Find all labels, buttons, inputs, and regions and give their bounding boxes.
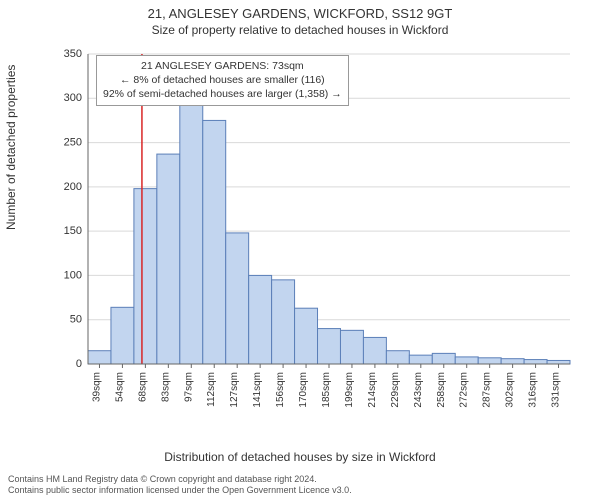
svg-text:350: 350 — [64, 48, 82, 60]
svg-text:258sqm: 258sqm — [436, 372, 447, 408]
svg-text:68sqm: 68sqm — [137, 372, 148, 402]
page-title: 21, ANGLESEY GARDENS, WICKFORD, SS12 9GT — [0, 0, 600, 21]
svg-text:229sqm: 229sqm — [390, 372, 401, 408]
attribution-line-1: Contains HM Land Registry data © Crown c… — [8, 474, 352, 485]
svg-text:185sqm: 185sqm — [321, 372, 332, 408]
callout-line-2: ← 8% of detached houses are smaller (116… — [103, 73, 342, 87]
y-axis-label: Number of detached properties — [4, 65, 18, 230]
svg-text:150: 150 — [64, 225, 82, 237]
callout-line-3: 92% of semi-detached houses are larger (… — [103, 87, 342, 101]
svg-text:272sqm: 272sqm — [459, 372, 470, 408]
svg-text:250: 250 — [64, 136, 82, 148]
svg-text:0: 0 — [76, 358, 82, 370]
svg-text:50: 50 — [70, 314, 82, 326]
svg-text:170sqm: 170sqm — [298, 372, 309, 408]
svg-text:243sqm: 243sqm — [413, 372, 424, 408]
attribution: Contains HM Land Registry data © Crown c… — [8, 474, 352, 496]
page-subtitle: Size of property relative to detached ho… — [0, 21, 600, 37]
svg-text:83sqm: 83sqm — [160, 372, 171, 402]
svg-text:316sqm: 316sqm — [528, 372, 539, 408]
svg-text:112sqm: 112sqm — [206, 372, 217, 407]
x-axis-label: Distribution of detached houses by size … — [0, 450, 600, 464]
svg-text:156sqm: 156sqm — [275, 372, 286, 408]
svg-text:199sqm: 199sqm — [344, 372, 355, 408]
svg-text:200: 200 — [64, 181, 82, 193]
svg-text:141sqm: 141sqm — [252, 372, 263, 408]
callout-box: 21 ANGLESEY GARDENS: 73sqm ← 8% of detac… — [96, 55, 349, 106]
svg-text:331sqm: 331sqm — [551, 372, 562, 408]
svg-text:287sqm: 287sqm — [482, 372, 493, 408]
svg-text:97sqm: 97sqm — [183, 372, 194, 402]
svg-text:302sqm: 302sqm — [505, 372, 516, 408]
callout-line-1: 21 ANGLESEY GARDENS: 73sqm — [103, 59, 342, 73]
svg-text:54sqm: 54sqm — [114, 372, 125, 402]
attribution-line-2: Contains public sector information licen… — [8, 485, 352, 496]
svg-text:100: 100 — [64, 269, 82, 281]
svg-text:127sqm: 127sqm — [229, 372, 240, 408]
svg-text:300: 300 — [64, 92, 82, 104]
svg-text:214sqm: 214sqm — [367, 372, 378, 408]
svg-text:39sqm: 39sqm — [91, 372, 102, 402]
